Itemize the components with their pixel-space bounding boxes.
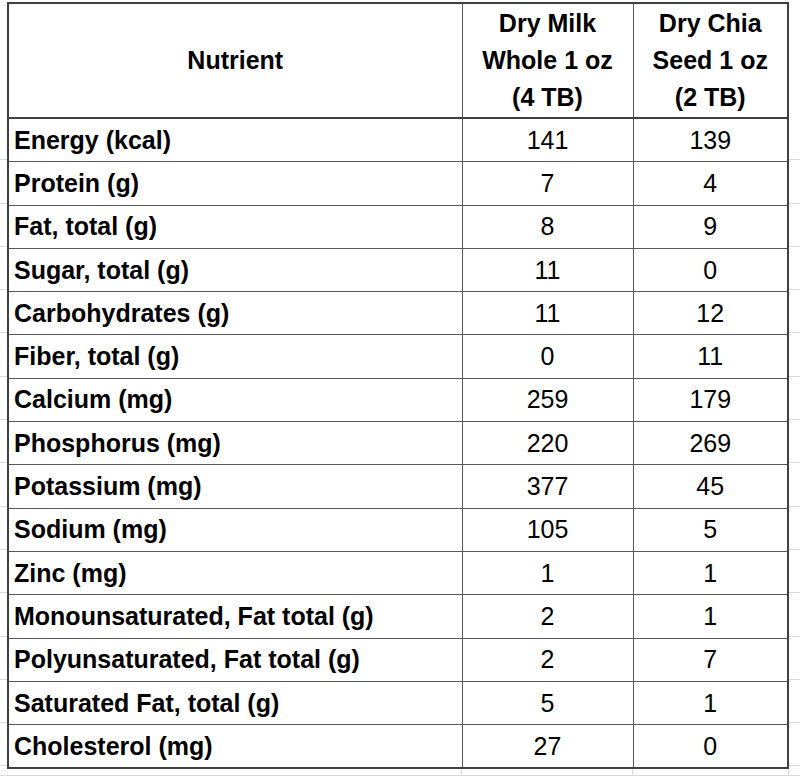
milk-value-cell: 5 [462,681,633,724]
table-row: Energy (kcal) 141 139 [8,118,788,162]
nutrient-name-cell: Cholesterol (mg) [8,725,462,769]
nutrient-name-cell: Zinc (mg) [8,551,462,594]
table-row: Calcium (mg) 259 179 [8,378,788,421]
nutrient-name-cell: Polyunsaturated, Fat total (g) [8,638,462,681]
chia-value-cell: 11 [633,335,788,378]
nutrient-name-cell: Sugar, total (g) [8,248,462,291]
milk-value-cell: 7 [462,162,633,205]
nutrient-name-cell: Fiber, total (g) [8,335,462,378]
milk-value-cell: 0 [462,335,633,378]
milk-value-cell: 105 [462,508,633,551]
chia-value-cell: 1 [633,551,788,594]
milk-value-cell: 377 [462,465,633,508]
table-row: Carbohydrates (g) 11 12 [8,292,788,335]
chia-value-cell: 139 [633,118,788,162]
table-row: Protein (g) 7 4 [8,162,788,205]
milk-value-cell: 1 [462,551,633,594]
milk-value-cell: 8 [462,205,633,248]
nutrient-name-cell: Fat, total (g) [8,205,462,248]
faint-gridline-bottom [0,775,800,776]
milk-value-cell: 2 [462,595,633,638]
table-row: Cholesterol (mg) 27 0 [8,725,788,769]
nutrient-name-cell: Carbohydrates (g) [8,292,462,335]
nutrient-name-cell: Monounsaturated, Fat total (g) [8,595,462,638]
chia-value-cell: 179 [633,378,788,421]
table-row: Potassium (mg) 377 45 [8,465,788,508]
table-row: Sugar, total (g) 11 0 [8,248,788,291]
nutrition-comparison-table: Nutrient Dry Milk Whole 1 oz (4 TB) Dry … [7,2,789,769]
nutrient-name-cell: Potassium (mg) [8,465,462,508]
nutrient-name-cell: Protein (g) [8,162,462,205]
chia-value-cell: 9 [633,205,788,248]
milk-value-cell: 27 [462,725,633,769]
faint-gridline-stub [788,769,789,776]
nutrient-name-cell: Sodium (mg) [8,508,462,551]
table-row: Saturated Fat, total (g) 5 1 [8,681,788,724]
table-row: Fat, total (g) 8 9 [8,205,788,248]
milk-value-cell: 11 [462,248,633,291]
chia-value-cell: 1 [633,595,788,638]
milk-value-cell: 11 [462,292,633,335]
header-row: Nutrient Dry Milk Whole 1 oz (4 TB) Dry … [8,3,788,118]
chia-value-cell: 0 [633,248,788,291]
chia-value-cell: 4 [633,162,788,205]
nutrient-name-cell: Phosphorus (mg) [8,422,462,465]
table-row: Monounsaturated, Fat total (g) 2 1 [8,595,788,638]
chia-value-cell: 0 [633,725,788,769]
chia-value-cell: 45 [633,465,788,508]
nutrient-name-cell: Energy (kcal) [8,118,462,162]
milk-value-cell: 141 [462,118,633,162]
chia-value-cell: 5 [633,508,788,551]
table-row: Phosphorus (mg) 220 269 [8,422,788,465]
chia-value-cell: 269 [633,422,788,465]
table-row: Fiber, total (g) 0 11 [8,335,788,378]
column-header-dry-chia: Dry Chia Seed 1 oz (2 TB) [633,3,788,118]
chia-value-cell: 1 [633,681,788,724]
chia-value-cell: 7 [633,638,788,681]
column-header-nutrient: Nutrient [8,3,462,118]
spreadsheet-sheet: Nutrient Dry Milk Whole 1 oz (4 TB) Dry … [0,0,800,777]
faint-gridline-stub [632,769,633,776]
nutrient-name-cell: Calcium (mg) [8,378,462,421]
faint-gridlines-left [0,117,7,769]
chia-value-cell: 12 [633,292,788,335]
table-row: Zinc (mg) 1 1 [8,551,788,594]
faint-gridline-stub [461,769,462,776]
faint-gridlines-right [789,117,800,769]
column-header-dry-milk: Dry Milk Whole 1 oz (4 TB) [462,3,633,118]
milk-value-cell: 2 [462,638,633,681]
table-row: Sodium (mg) 105 5 [8,508,788,551]
nutrient-name-cell: Saturated Fat, total (g) [8,681,462,724]
table-row: Polyunsaturated, Fat total (g) 2 7 [8,638,788,681]
milk-value-cell: 259 [462,378,633,421]
milk-value-cell: 220 [462,422,633,465]
